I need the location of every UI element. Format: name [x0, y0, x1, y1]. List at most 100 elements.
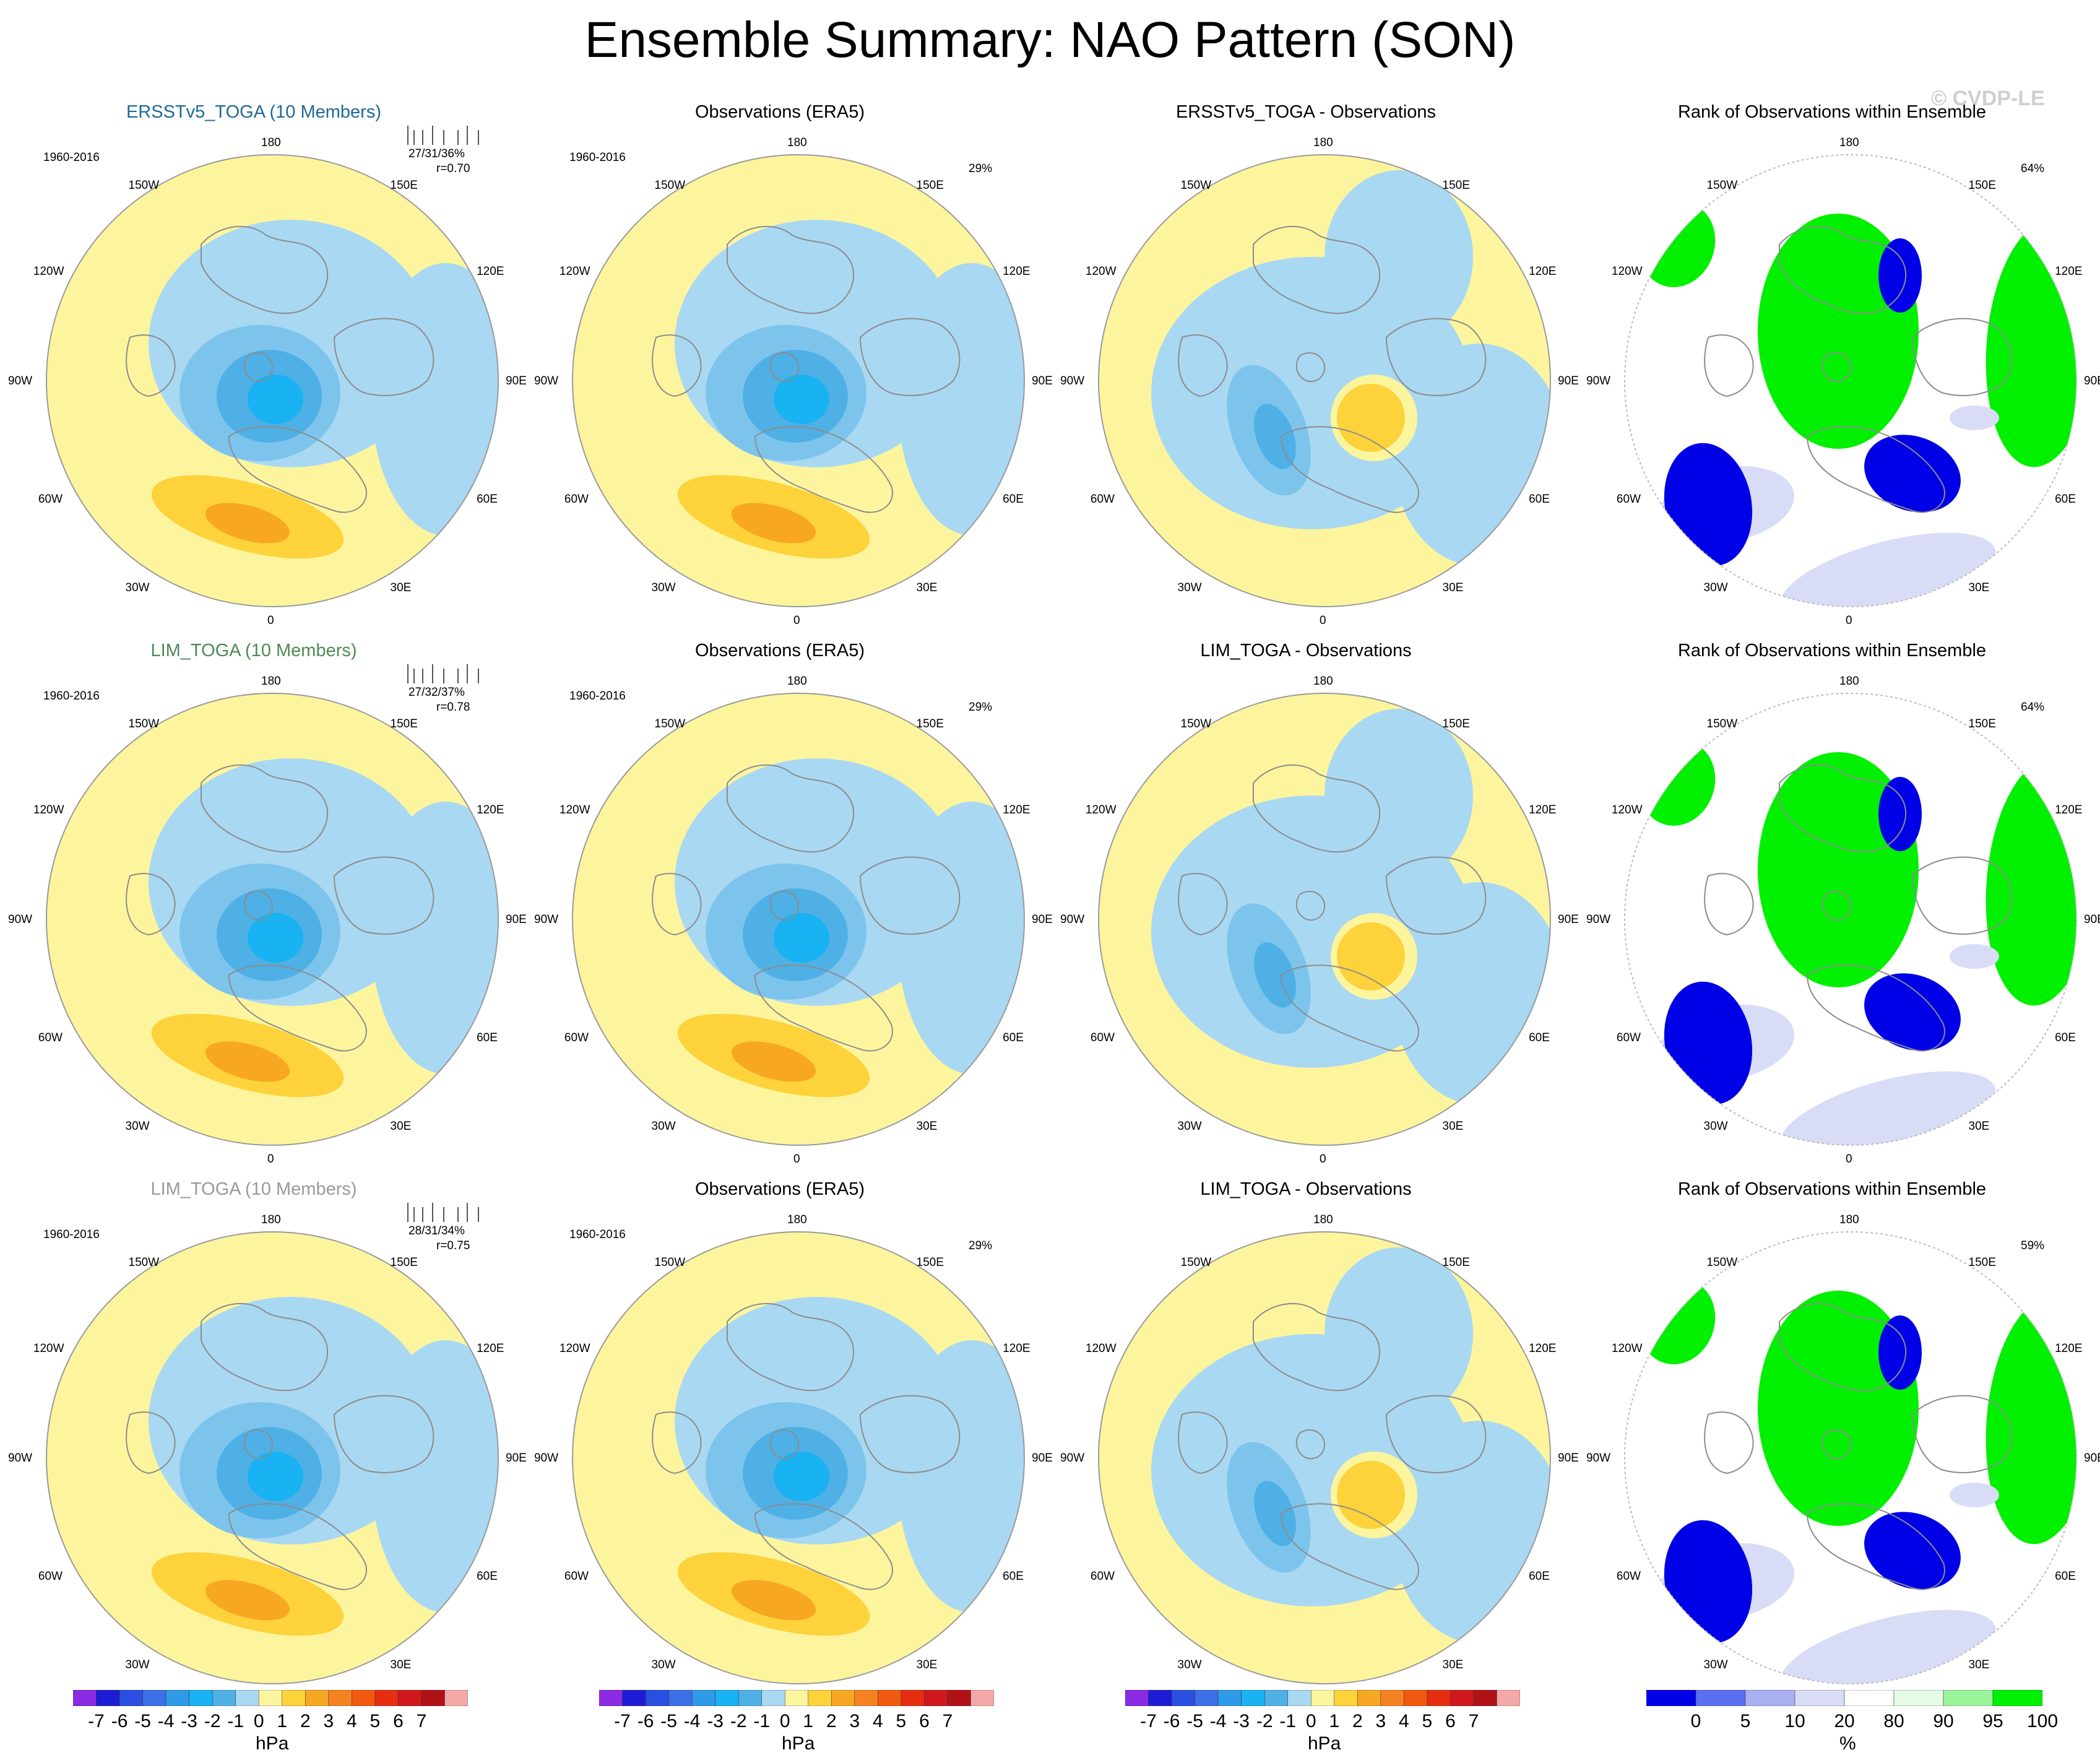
map-wrapper: [1095, 1229, 1553, 1690]
colorbar-tick-label: 5: [896, 1711, 907, 1731]
longitude-label: 60E: [1003, 492, 1024, 506]
colorbar-tick-label: -2: [204, 1711, 221, 1731]
colorbar-swatch: [212, 1690, 236, 1706]
coastline: [1385, 318, 1487, 396]
longitude-label: 150E: [1968, 178, 1996, 192]
percent-label: 59%: [2021, 1239, 2045, 1252]
longitude-label: 30E: [1968, 1658, 1990, 1672]
member-spread: [407, 664, 479, 683]
coastline: [1911, 1395, 2013, 1473]
longitude-label: 120E: [477, 1341, 504, 1355]
colorbar-swatch: [1695, 1690, 1746, 1706]
colorbar-swatch: [1450, 1690, 1474, 1706]
colorbar-swatch: [1217, 1690, 1242, 1706]
coastline: [727, 225, 855, 314]
anomaly-region: [1337, 1461, 1405, 1529]
colorbar-tick-label: 4: [1399, 1711, 1409, 1731]
colorbar-swatch: [189, 1690, 213, 1706]
colorbar-swatch: [119, 1690, 143, 1706]
coastline: [1806, 426, 1945, 513]
anomaly-region: [205, 503, 290, 544]
panel-ensemble-3: LIM_TOGA (10 Members) 1960-2016 28/31/34% r…: [0, 1077, 527, 1704]
longitude-label: 30E: [390, 581, 412, 595]
longitude-label: 150E: [916, 717, 944, 730]
coastline: [1253, 1302, 1381, 1392]
colorbar-tick-label: 4: [347, 1711, 357, 1731]
colorbar-swatch: [808, 1690, 832, 1706]
colorbar-unit: %: [1839, 1733, 1856, 1754]
longitude-label: 30E: [916, 1120, 938, 1133]
coastline: [1385, 1395, 1487, 1473]
anomaly-region: [1324, 170, 1473, 344]
anomaly-region: [731, 1041, 816, 1082]
page-title: Ensemble Summary: NAO Pattern (SON): [584, 12, 1516, 68]
coastline: [754, 1503, 893, 1590]
longitude-label: 90E: [2084, 375, 2100, 388]
longitude-label: 60W: [1090, 492, 1115, 506]
panel-title: Observations (ERA5): [695, 102, 865, 122]
colorbar-tick-label: -1: [1279, 1711, 1297, 1731]
polar-map: [1098, 1231, 1551, 1684]
longitude-label: 30W: [1703, 581, 1728, 595]
colorbar-swatch: [691, 1690, 715, 1706]
coastline: [1253, 225, 1381, 314]
longitude-label: 120E: [1529, 803, 1557, 817]
panel-diff-1: ERSSTv5_TOGA - Observations 180 0 90W 90E 150…: [1052, 0, 1579, 627]
panel-title: LIM_TOGA - Observations: [1200, 641, 1412, 661]
panel-title: Rank of Observations within Ensemble: [1677, 641, 1987, 661]
colorbar-swatch: [1195, 1690, 1219, 1706]
longitude-label: 60E: [477, 1031, 498, 1044]
colorbar-tick-label: -5: [134, 1711, 151, 1731]
polar-map: [572, 1231, 1025, 1684]
longitude-label: 30W: [125, 1120, 150, 1133]
coastline: [1280, 1503, 1419, 1590]
panel-title: LIM_TOGA - Observations: [1200, 1179, 1412, 1199]
longitude-label: 90W: [534, 913, 559, 926]
longitude-label: 60E: [1529, 492, 1550, 506]
longitude-label: 90E: [506, 1452, 527, 1465]
colorbar-swatch: [398, 1690, 422, 1706]
longitude-label: 150E: [1442, 178, 1470, 192]
map-wrapper: [1622, 1229, 2080, 1690]
panel-rank-2: Rank of Observations within Ensemble 64% 1…: [1578, 539, 2100, 1166]
longitude-label: 90W: [8, 375, 33, 388]
panel-title: Rank of Observations within Ensemble: [1677, 102, 1987, 122]
colorbar-swatch: [1473, 1690, 1497, 1706]
longitude-label: 30W: [125, 581, 150, 595]
longitude-label: 30E: [390, 1120, 412, 1133]
longitude-label: 90E: [1032, 913, 1053, 926]
longitude-label: 30E: [916, 581, 938, 595]
coastline: [727, 1302, 855, 1392]
rank-region: [1758, 214, 1919, 449]
percent-label: 64%: [2021, 162, 2045, 175]
map-border: [572, 693, 1025, 1146]
colorbar-swatch: [668, 1690, 693, 1706]
coastline: [201, 1302, 329, 1392]
coastline: [769, 891, 800, 921]
longitude-label: 60W: [1090, 1569, 1115, 1583]
percent-label: 29%: [969, 1239, 993, 1252]
colorbar-tick-label: -2: [1256, 1711, 1273, 1731]
anomaly-region: [248, 1452, 303, 1501]
rank-region: [1878, 1315, 1922, 1390]
percent-label: 29%: [969, 162, 993, 175]
colorbar-swatch: [1148, 1690, 1172, 1706]
percent-label: 28/31/34%: [408, 1224, 465, 1237]
coastline: [652, 334, 702, 397]
longitude-label: 60E: [2055, 492, 2076, 506]
longitude-label: 30W: [1703, 1120, 1728, 1133]
colorbar-tick-label: 7: [1468, 1711, 1479, 1731]
colorbar-swatch: [831, 1690, 855, 1706]
coastline: [1178, 334, 1228, 397]
watermark: © CVDP-LE: [1931, 87, 2045, 110]
colorbar-swatch: [1287, 1690, 1311, 1706]
coastline: [1385, 856, 1487, 935]
colorbar-tick-label: 7: [416, 1711, 427, 1731]
coastline: [333, 856, 434, 935]
rank-region: [1758, 752, 1919, 987]
longitude-label: 150E: [390, 1255, 418, 1269]
anomaly-region: [1324, 1247, 1473, 1421]
longitude-label: 60W: [1616, 1031, 1641, 1044]
map-wrapper: [569, 1229, 1027, 1690]
map-border: [46, 693, 499, 1146]
